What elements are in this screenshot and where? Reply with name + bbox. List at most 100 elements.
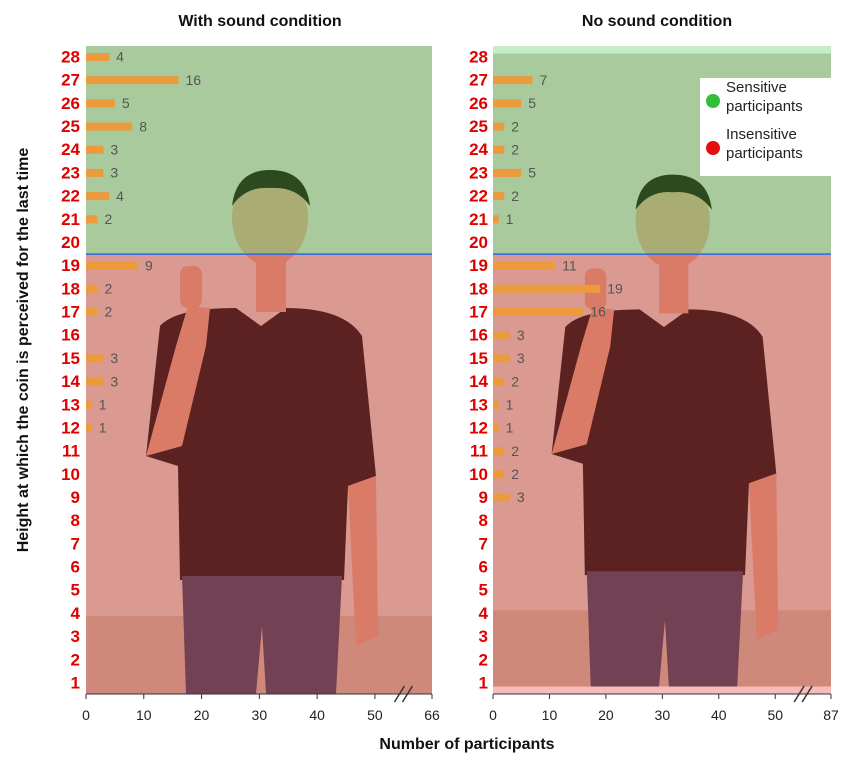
bar: [493, 99, 521, 107]
y-tick-label: 6: [71, 558, 80, 577]
value-label: 2: [511, 443, 519, 459]
bar: [493, 123, 504, 131]
x-tick-label: 20: [194, 707, 210, 723]
y-tick-label: 10: [469, 465, 488, 484]
bar: [493, 76, 533, 84]
zone: [86, 254, 432, 694]
bar: [86, 123, 132, 131]
y-tick-label: 14: [469, 372, 488, 391]
bar: [493, 447, 504, 455]
y-tick-label: 12: [61, 418, 80, 437]
x-tick-label: 40: [309, 707, 325, 723]
y-tick-label: 15: [61, 349, 80, 368]
bar: [493, 215, 499, 223]
value-label: 2: [105, 304, 113, 320]
x-tick-label: 0: [82, 707, 90, 723]
y-tick-label: 22: [61, 187, 80, 206]
y-tick-label: 6: [479, 558, 488, 577]
y-tick-label: 25: [61, 117, 80, 136]
y-tick-label: 7: [479, 534, 488, 553]
y-tick-label: 19: [61, 256, 80, 275]
value-label: 2: [511, 188, 519, 204]
bar: [86, 192, 109, 200]
bar: [493, 285, 600, 293]
bar: [86, 424, 92, 432]
bar: [86, 262, 138, 270]
value-label: 1: [506, 420, 514, 436]
panel-title: With sound condition: [178, 13, 341, 30]
panel-title: No sound condition: [582, 13, 732, 30]
value-label: 7: [540, 72, 548, 88]
y-tick-label: 7: [71, 534, 80, 553]
bar: [86, 53, 109, 61]
x-tick-label: 10: [136, 707, 152, 723]
bar: [86, 308, 98, 316]
bar: [86, 354, 103, 362]
value-label: 3: [517, 350, 525, 366]
value-label: 1: [99, 420, 107, 436]
value-label: 5: [528, 95, 536, 111]
y-tick-label: 26: [469, 94, 488, 113]
x-tick-label: 30: [655, 707, 671, 723]
bar: [86, 169, 103, 177]
bar: [493, 146, 504, 154]
x-tick-label: 40: [711, 707, 727, 723]
x-tick-label: 50: [767, 707, 783, 723]
value-label: 3: [110, 165, 118, 181]
x-axis-label: Number of participants: [379, 736, 554, 753]
y-tick-label: 2: [71, 650, 80, 669]
y-tick-label: 26: [61, 94, 80, 113]
bar: [493, 494, 510, 502]
y-tick-label: 21: [469, 210, 488, 229]
y-tick-label: 21: [61, 210, 80, 229]
value-label: 4: [116, 49, 124, 65]
value-label: 3: [110, 373, 118, 389]
y-tick-label: 16: [61, 326, 80, 345]
y-tick-label: 8: [479, 511, 488, 530]
y-tick-label: 20: [469, 233, 488, 252]
bar: [86, 99, 115, 107]
legend-dot: [706, 94, 720, 108]
y-tick-label: 4: [479, 604, 489, 623]
value-label: 1: [506, 396, 514, 412]
value-label: 19: [607, 281, 623, 297]
value-label: 2: [105, 281, 113, 297]
bar: [493, 354, 510, 362]
y-tick-label: 18: [61, 279, 80, 298]
y-tick-label: 27: [61, 71, 80, 90]
value-label: 16: [185, 72, 201, 88]
y-tick-label: 28: [469, 47, 488, 66]
value-label: 3: [517, 489, 525, 505]
y-tick-label: 2: [479, 650, 488, 669]
y-tick-label: 13: [61, 395, 80, 414]
y-tick-label: 11: [470, 442, 488, 461]
y-tick-label: 1: [71, 673, 80, 692]
y-tick-label: 17: [61, 303, 80, 322]
value-label: 3: [110, 141, 118, 157]
y-axis-label: Height at which the coin is perceived fo…: [15, 148, 32, 553]
y-tick-label: 12: [469, 418, 488, 437]
y-tick-label: 18: [469, 279, 488, 298]
bar: [493, 424, 499, 432]
value-label: 2: [511, 466, 519, 482]
zone: [493, 254, 831, 694]
value-label: 5: [528, 165, 536, 181]
bar: [493, 262, 555, 270]
bar: [493, 401, 499, 409]
y-tick-label: 19: [469, 256, 488, 275]
y-tick-label: 9: [479, 488, 488, 507]
y-tick-label: 24: [469, 140, 488, 159]
x-tick-label: 20: [598, 707, 614, 723]
value-label: 2: [511, 141, 519, 157]
bar: [493, 192, 504, 200]
x-tick-label: 66: [424, 707, 440, 723]
y-tick-label: 13: [469, 395, 488, 414]
y-tick-label: 3: [71, 627, 80, 646]
bar: [86, 378, 103, 386]
x-tick-label: 30: [252, 707, 268, 723]
y-tick-label: 27: [469, 71, 488, 90]
figure: With sound condition No sound condition …: [0, 0, 841, 756]
bar: [493, 470, 504, 478]
bar: [493, 308, 583, 316]
y-tick-label: 11: [62, 442, 80, 461]
